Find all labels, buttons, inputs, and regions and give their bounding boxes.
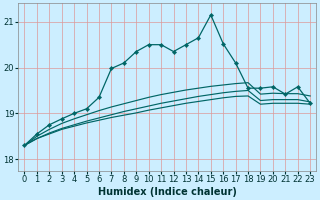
- X-axis label: Humidex (Indice chaleur): Humidex (Indice chaleur): [98, 187, 237, 197]
